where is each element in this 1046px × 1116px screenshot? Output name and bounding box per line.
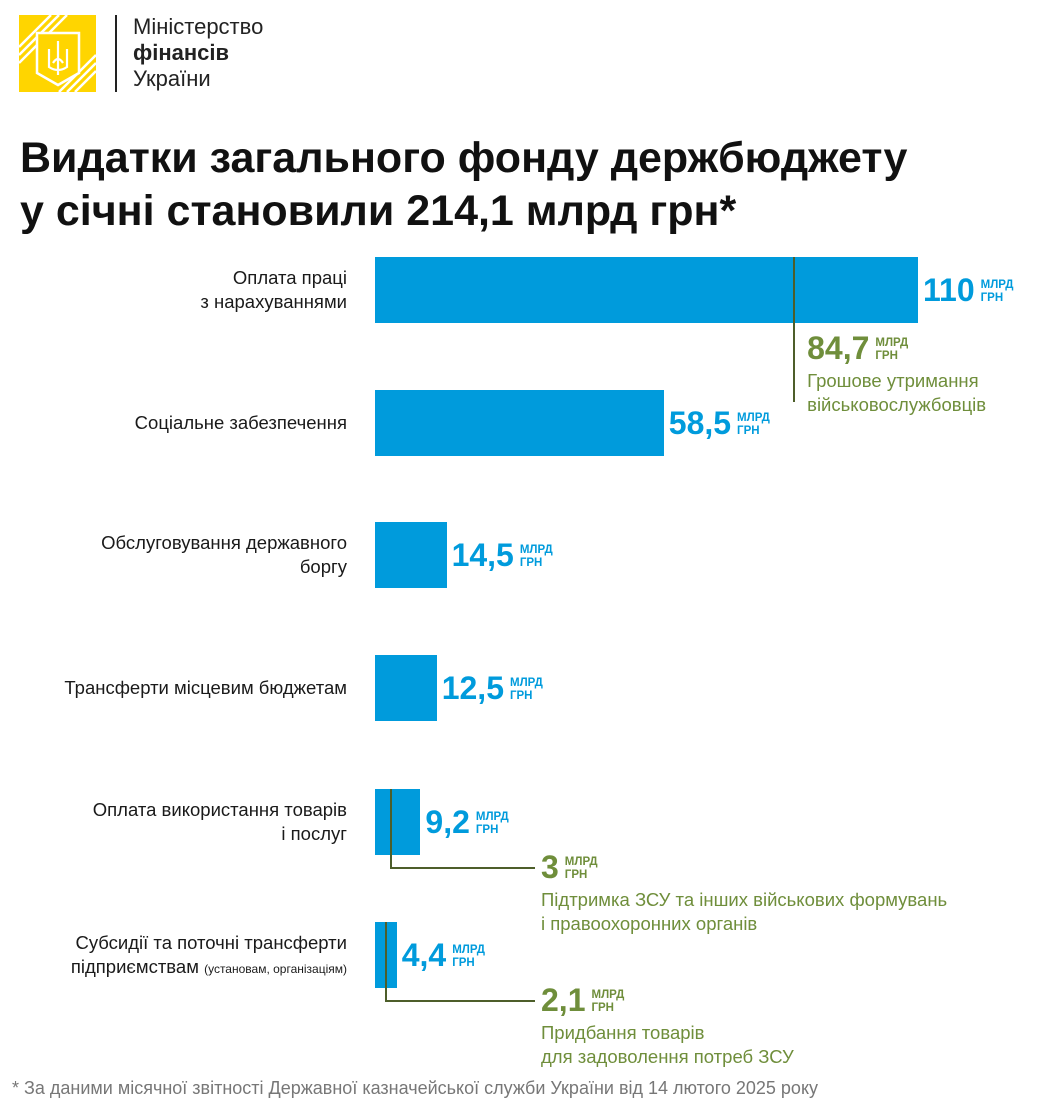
value-number: 4,4 <box>401 937 447 973</box>
unit-line-2: ГРН <box>452 957 475 969</box>
sub-value-number: 84,7 <box>807 330 870 366</box>
category-label: Оплата використання товарів і послуг <box>93 798 347 846</box>
category-label-line: Субсидії та поточні трансферти <box>75 932 347 953</box>
category-label: Субсидії та поточні трансферти підприємст… <box>71 931 347 981</box>
org-line-2: фінансів <box>133 40 230 65</box>
sub-value-row: 2,1 МЛРД ГРН <box>541 983 794 1017</box>
category-label-line: Обслуговування державного <box>101 532 347 553</box>
unit-line-2: ГРН <box>519 557 543 569</box>
category-label: Обслуговування державного боргу <box>101 531 347 579</box>
unit-label: МЛРД ГРН <box>875 337 908 363</box>
unit-label: МЛРД ГРН <box>452 944 485 970</box>
unit-line-1: МЛРД <box>980 279 1014 291</box>
footnote: * За даними місячної звітності Державної… <box>12 1078 819 1098</box>
sub-value-marker-line <box>389 789 392 867</box>
unit-line-2: ГРН <box>509 690 533 702</box>
value-number: 58,5 <box>668 405 732 441</box>
unit-line-1: МЛРД <box>564 856 598 868</box>
value-number: 12,5 <box>441 670 504 706</box>
category-label-line: з нарахуваннями <box>200 291 347 312</box>
unit-line-1: МЛРД <box>591 989 625 1001</box>
sub-value-description: Придбання товарів для задоволення потреб … <box>541 1021 794 1069</box>
bar <box>375 257 918 323</box>
sub-value-description-line: для задоволення потреб ЗСУ <box>541 1046 794 1067</box>
category-label-line: і послуг <box>281 823 347 844</box>
value-label: 110 МЛРД ГРН <box>923 273 1013 307</box>
value-label: 14,5 МЛРД ГРН <box>452 538 553 572</box>
sub-value-description-line: Грошове утримання <box>807 370 979 391</box>
value-label: 12,5 МЛРД ГРН <box>442 671 543 705</box>
sub-value-description: Підтримка ЗСУ та інших військових формув… <box>541 888 947 936</box>
org-line-1: Міністерство <box>133 14 264 39</box>
sub-value-connector <box>385 1000 535 1002</box>
unit-label: МЛРД ГРН <box>981 279 1014 305</box>
category-label-line: Трансферти місцевим бюджетам <box>64 677 347 698</box>
unit-line-2: ГРН <box>980 292 1004 304</box>
sub-value-label: 2,1 МЛРД ГРН Придбання товарів для задоволен… <box>541 983 794 1069</box>
logo-divider <box>115 15 117 92</box>
unit-line-2: ГРН <box>737 425 760 437</box>
bar <box>375 655 437 721</box>
sub-value-label: 3 МЛРД ГРН Підтримка ЗСУ та інших військови… <box>541 850 947 936</box>
bar <box>375 522 447 588</box>
bar <box>375 390 664 456</box>
value-number: 9,2 <box>425 804 470 840</box>
category-label-line: Соціальне забезпечення <box>134 412 347 433</box>
organization-name: Міністерство фінансів України <box>133 14 263 92</box>
unit-line-2: ГРН <box>591 1002 614 1014</box>
sub-value-number: 2,1 <box>541 982 586 1018</box>
unit-line-1: МЛРД <box>475 811 509 823</box>
unit-line-1: МЛРД <box>875 337 909 349</box>
unit-line-1: МЛРД <box>452 944 485 956</box>
unit-label: МЛРД ГРН <box>591 989 624 1015</box>
unit-label: МЛРД ГРН <box>565 856 598 882</box>
value-label: 58,5 МЛРД ГРН <box>669 406 770 440</box>
unit-line-1: МЛРД <box>737 412 770 424</box>
unit-label: МЛРД ГРН <box>476 811 509 837</box>
category-label: Трансферти місцевим бюджетам <box>64 676 347 700</box>
unit-label: МЛРД ГРН <box>737 412 770 438</box>
bar <box>375 789 421 855</box>
unit-line-2: ГРН <box>475 824 499 836</box>
sub-value-row: 3 МЛРД ГРН <box>541 850 947 884</box>
sub-value-label: 84,7 МЛРД ГРН Грошове утримання військовослу… <box>807 331 986 417</box>
org-line-3: України <box>133 66 211 91</box>
sub-value-description-line: військовослужбовців <box>807 394 987 415</box>
category-label-note: (установам, організаціям) <box>204 962 347 976</box>
unit-line-1: МЛРД <box>519 544 553 556</box>
sub-value-description: Грошове утримання військовослужбовців <box>807 369 986 417</box>
unit-label: МЛРД ГРН <box>520 544 553 570</box>
category-label: Соціальне забезпечення <box>135 411 347 435</box>
sub-value-description-line: Підтримка ЗСУ та інших військових формув… <box>541 889 948 910</box>
sub-value-description-line: і правоохоронних органів <box>541 913 758 934</box>
sub-value-description-line: Придбання товарів <box>541 1022 705 1043</box>
sub-value-number: 3 <box>541 849 559 885</box>
sub-value-marker-line <box>385 922 388 1000</box>
sub-value-row: 84,7 МЛРД ГРН <box>807 331 986 365</box>
unit-line-2: ГРН <box>564 869 588 881</box>
unit-line-1: МЛРД <box>509 677 543 689</box>
unit-label: МЛРД ГРН <box>510 677 543 703</box>
value-label: 4,4 МЛРД ГРН <box>402 938 485 972</box>
title-line-1: Видатки загального фонду держбюджету <box>20 134 908 182</box>
chart-title: Видатки загального фонду держбюджету у с… <box>20 132 907 238</box>
category-label: Оплата праці з нарахуваннями <box>200 266 347 314</box>
sub-value-marker-line <box>793 257 796 402</box>
value-label: 9,2 МЛРД ГРН <box>425 805 508 839</box>
value-number: 14,5 <box>451 537 514 573</box>
title-line-2: у січні становили 214,1 млрд грн* <box>20 187 737 235</box>
category-label-line: боргу <box>299 556 347 577</box>
category-label-line: Оплата використання товарів <box>92 799 347 820</box>
value-number: 110 <box>923 272 975 308</box>
sub-value-connector <box>389 867 535 869</box>
unit-line-2: ГРН <box>875 350 898 362</box>
category-label-line: Оплата праці <box>232 267 347 288</box>
ministry-logo-trident-icon <box>19 15 96 92</box>
category-label-line: підприємствам (установам, організаціям) <box>70 956 347 977</box>
